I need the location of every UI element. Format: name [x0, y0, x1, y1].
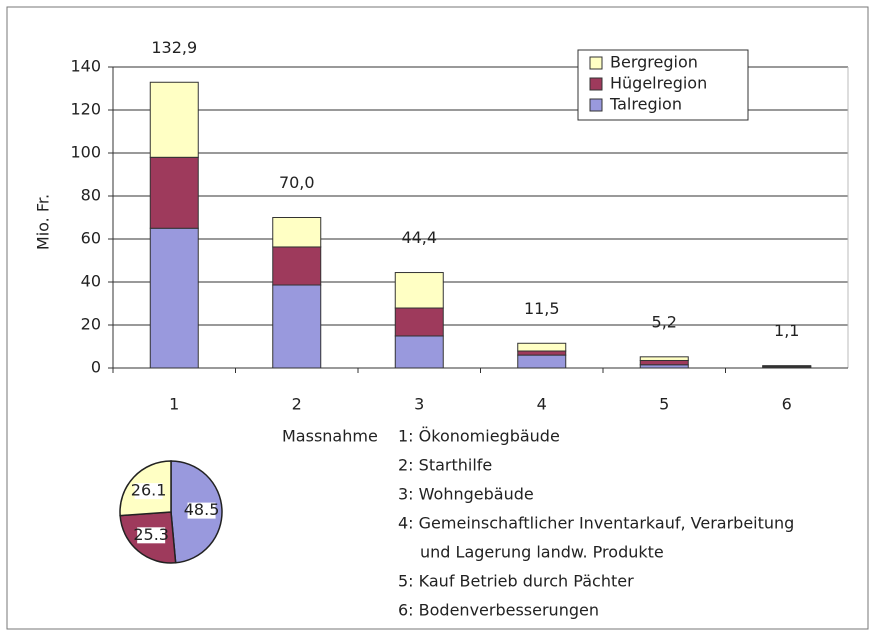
note: 5: Kauf Betrieb durch Pächter: [398, 572, 634, 591]
note: 2: Starthilfe: [398, 456, 492, 475]
legend-swatch: [589, 56, 603, 70]
x-axis-title: Massnahme: [282, 427, 378, 446]
bar-segment: [272, 246, 322, 286]
pie-label-box: [134, 483, 163, 500]
bar-segment: [517, 342, 567, 352]
bar-segment: [517, 354, 567, 369]
total-label: 1,1: [774, 321, 799, 340]
pie-label-box: [137, 527, 166, 544]
total-label: 11,5: [524, 299, 560, 318]
x-tick-label: 3: [414, 395, 424, 414]
total-label: 132,9: [151, 38, 197, 57]
bar-segment: [394, 335, 444, 369]
bar-segment: [517, 350, 567, 356]
pie-label: 25.3: [133, 525, 169, 544]
y-tick-label: 0: [91, 358, 101, 377]
note: 3: Wohngebäude: [398, 485, 534, 504]
total-label: 44,4: [401, 228, 437, 247]
legend-label: Talregion: [609, 95, 682, 114]
legend-label: Hügelregion: [610, 74, 707, 93]
x-tick-label: 5: [659, 395, 669, 414]
x-tick-label: 1: [169, 395, 179, 414]
note: 4: Gemeinschaftlicher Inventarkauf, Vera…: [398, 514, 794, 533]
bar-segment: [149, 81, 199, 158]
note: 6: Bodenverbesserungen: [398, 601, 599, 620]
y-tick-label: 40: [81, 272, 101, 291]
bar-segment: [272, 284, 322, 369]
note: 1: Ökonomiegbäude: [398, 427, 560, 446]
legend-swatch: [589, 98, 603, 112]
y-tick-label: 60: [81, 229, 101, 248]
total-label: 5,2: [652, 312, 677, 331]
x-tick-label: 2: [292, 395, 302, 414]
pie-label: 26.1: [131, 481, 167, 500]
bar-segment: [639, 359, 689, 366]
y-tick-label: 100: [70, 143, 101, 162]
bar-segment: [394, 307, 444, 337]
total-label: 70,0: [279, 173, 315, 192]
note: und Lagerung landw. Produkte: [420, 543, 664, 562]
legend-box: [577, 49, 749, 121]
x-tick-label: 4: [537, 395, 547, 414]
x-tick-label: 6: [782, 395, 792, 414]
pie-label: 48.5: [184, 500, 220, 519]
legend-label: Bergregion: [610, 53, 698, 72]
bar-segment: [394, 272, 444, 309]
y-tick-label: 140: [70, 57, 101, 76]
bar-segment: [149, 156, 199, 229]
y-tick-label: 120: [70, 100, 101, 119]
pie-label-box: [187, 502, 216, 519]
legend-swatch: [589, 77, 603, 91]
y-tick-label: 20: [81, 315, 101, 334]
y-tick-label: 80: [81, 186, 101, 205]
bar-segment: [272, 217, 322, 248]
bar-segment: [149, 227, 199, 369]
y-axis-title: Mio. Fr.: [34, 194, 53, 250]
bar-segment: [639, 356, 689, 361]
